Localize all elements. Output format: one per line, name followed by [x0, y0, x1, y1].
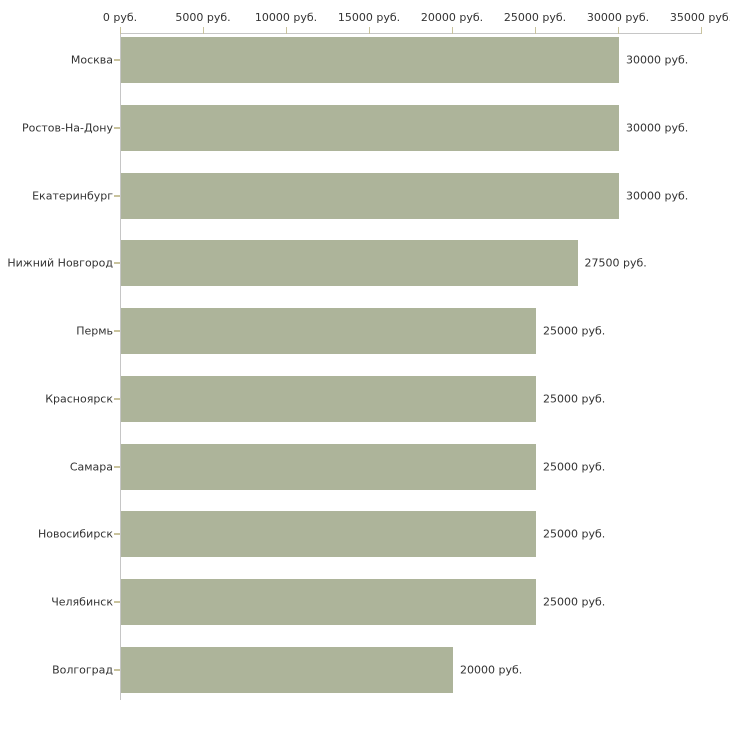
value-label: 30000 руб. — [626, 121, 689, 135]
bar — [121, 375, 536, 422]
x-tick-label: 0 руб. — [102, 11, 138, 24]
y-axis-line — [120, 33, 121, 700]
y-tick-mark — [114, 533, 120, 536]
bar — [121, 443, 536, 490]
x-tick-label: 35000 руб. — [669, 11, 730, 24]
category-label: Челябинск — [51, 595, 113, 609]
x-tick-mark — [120, 27, 121, 34]
category-label: Пермь — [76, 324, 113, 338]
value-label: 30000 руб. — [626, 189, 689, 203]
x-tick-label: 10000 руб. — [254, 11, 318, 24]
y-tick-mark — [114, 669, 120, 672]
bar — [121, 104, 619, 151]
category-label: Самара — [69, 460, 113, 474]
category-label: Нижний Новгород — [7, 256, 113, 270]
bar — [121, 647, 453, 694]
y-tick-mark — [114, 465, 120, 468]
x-tick-mark — [452, 27, 453, 34]
value-label: 27500 руб. — [584, 256, 647, 270]
x-tick-label: 15000 руб. — [337, 11, 401, 24]
x-tick-label: 5000 руб. — [175, 11, 231, 24]
value-label: 25000 руб. — [543, 460, 606, 474]
x-tick-mark — [701, 27, 702, 34]
x-tick-mark — [369, 27, 370, 34]
x-tick-label: 30000 руб. — [586, 11, 650, 24]
category-label: Красноярск — [45, 392, 113, 406]
value-label: 25000 руб. — [543, 595, 606, 609]
category-label: Екатеринбург — [32, 189, 113, 203]
category-label: Москва — [70, 53, 113, 67]
value-label: 30000 руб. — [626, 53, 689, 67]
y-tick-mark — [114, 330, 120, 333]
x-axis-line — [120, 33, 702, 34]
category-label: Ростов-На-Дону — [21, 121, 113, 135]
y-tick-mark — [114, 59, 120, 61]
y-tick-mark — [114, 397, 120, 400]
y-tick-mark — [114, 126, 120, 129]
x-tick-mark — [203, 27, 204, 34]
bar — [121, 579, 536, 626]
bar — [121, 511, 536, 558]
x-tick-mark — [618, 27, 619, 34]
category-label: Новосибирск — [37, 527, 113, 541]
bar — [121, 172, 619, 219]
y-tick-mark — [114, 601, 120, 604]
x-tick-mark — [535, 27, 536, 34]
value-label: 25000 руб. — [543, 392, 606, 406]
x-tick-label: 25000 руб. — [503, 11, 567, 24]
y-tick-mark — [114, 194, 120, 197]
category-label: Волгоград — [52, 663, 113, 677]
value-label: 25000 руб. — [543, 324, 606, 338]
value-label: 25000 руб. — [543, 527, 606, 541]
bar — [121, 240, 578, 287]
x-tick-mark — [286, 27, 287, 34]
x-tick-label: 20000 руб. — [420, 11, 484, 24]
bar — [121, 308, 536, 355]
bar — [121, 37, 619, 83]
y-tick-mark — [114, 262, 120, 265]
value-label: 20000 руб. — [460, 663, 523, 677]
